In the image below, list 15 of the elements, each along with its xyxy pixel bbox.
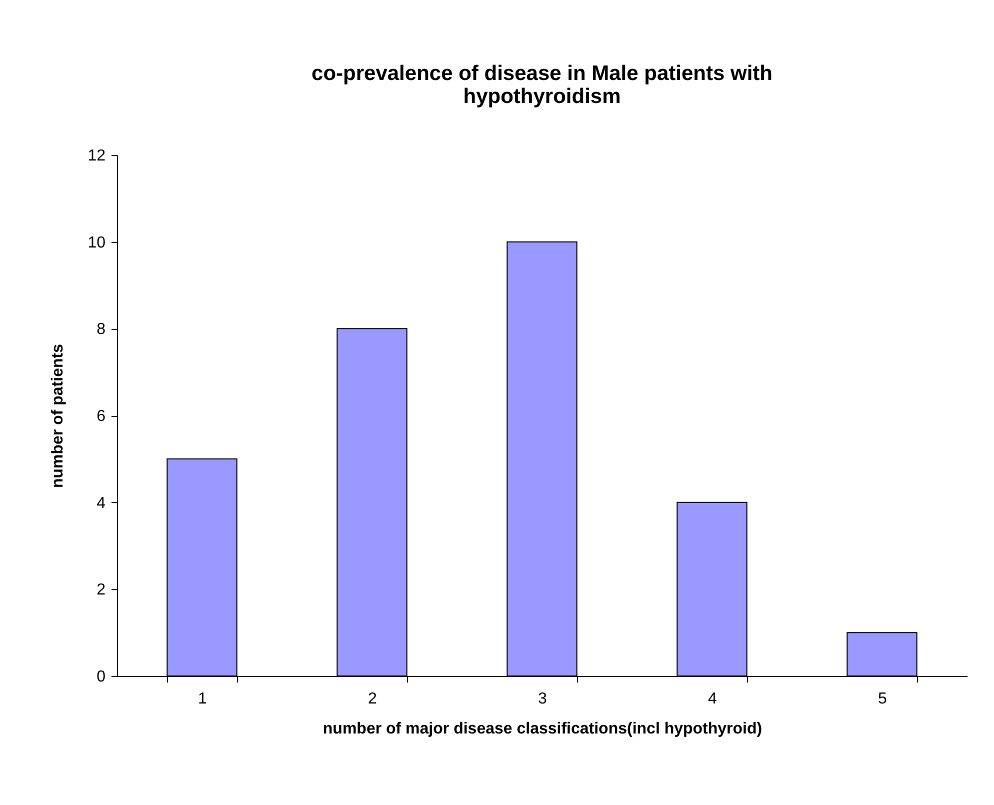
- x-tick-label: 2: [368, 690, 378, 708]
- x-tick-label: 5: [878, 690, 888, 708]
- x-tick-label: 4: [708, 690, 718, 708]
- x-tick-label: 3: [538, 690, 548, 708]
- x-axis-title: number of major disease classifications(incl hypothyroid): [322, 720, 762, 738]
- y-tick-label: 0: [96, 668, 106, 686]
- x-tick-label: 1: [198, 690, 208, 708]
- y-tick-label: 6: [96, 408, 106, 425]
- y-tick-label: 4: [96, 494, 106, 512]
- y-tick-label: 2: [96, 582, 106, 599]
- y-tick-label: 8: [96, 321, 106, 338]
- chart-title: co-prevalence of disease in Male patients with hypothyroidism: [312, 62, 772, 108]
- y-axis-title: number of patients: [50, 344, 67, 488]
- y-tick-label: 10: [88, 234, 106, 252]
- y-tick-label: 12: [88, 148, 106, 164]
